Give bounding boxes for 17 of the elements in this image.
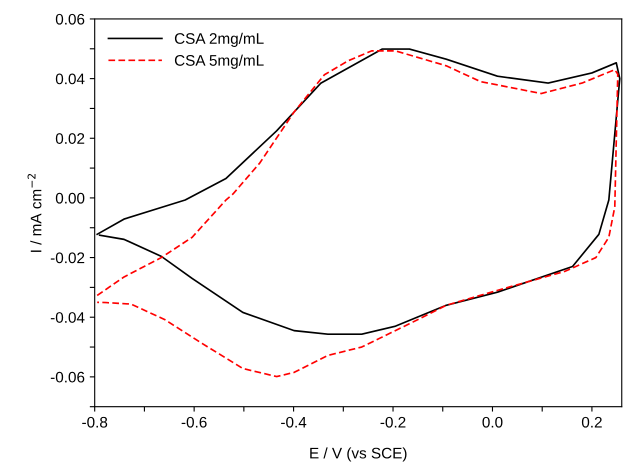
y-tick-label: -0.06	[50, 372, 84, 383]
x-tick-label: 0.2	[582, 416, 602, 428]
x-tick-label: 0.0	[482, 416, 502, 428]
x-tick-label: -0.6	[182, 416, 207, 428]
y-tick-label: 0.06	[56, 14, 84, 25]
legend-label: CSA 5mg/mL	[174, 54, 264, 69]
y-tick-label: 0.00	[56, 192, 84, 204]
legend-label: CSA 2mg/mL	[174, 32, 264, 47]
y-tick-label: 0.02	[56, 133, 84, 144]
x-tick-label: -0.2	[380, 416, 406, 428]
y-axis-title: I / mA cm$^{−2}$	[28, 174, 42, 252]
y-tick-label: -0.04	[50, 312, 85, 323]
y-tick-label: -0.02	[50, 252, 84, 264]
x-tick-label: -0.8	[82, 416, 108, 428]
x-axis-title: E / V (vs SCE)	[310, 447, 407, 462]
x-tick-label: -0.4	[281, 416, 306, 428]
y-tick-label: 0.04	[56, 73, 85, 84]
